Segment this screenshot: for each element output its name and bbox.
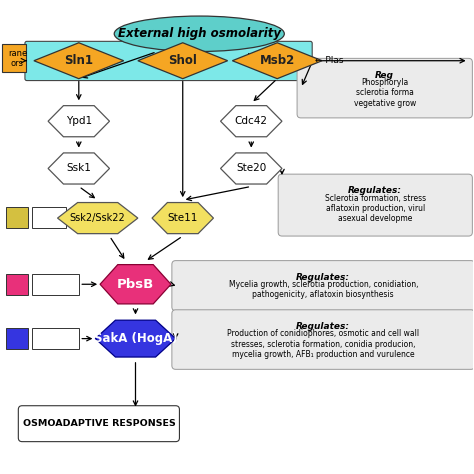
Text: Ssk1: Ssk1 <box>66 164 91 173</box>
Text: PbsB: PbsB <box>117 278 154 291</box>
FancyBboxPatch shape <box>25 41 312 81</box>
Text: Cdc42: Cdc42 <box>235 116 268 126</box>
Text: Production of conidiophores, osmotic and cell wall
stresses, sclerotia formation: Production of conidiophores, osmotic and… <box>227 329 419 359</box>
Text: Regulates:: Regulates: <box>296 322 350 331</box>
FancyBboxPatch shape <box>32 274 79 295</box>
Text: Regulates:: Regulates: <box>348 186 402 195</box>
Polygon shape <box>100 264 171 304</box>
FancyBboxPatch shape <box>32 328 79 349</box>
Polygon shape <box>220 106 282 137</box>
FancyBboxPatch shape <box>6 274 28 295</box>
Polygon shape <box>48 106 109 137</box>
Text: Ypd1: Ypd1 <box>66 116 92 126</box>
Polygon shape <box>57 202 138 234</box>
Text: External high osmolarity: External high osmolarity <box>118 27 281 40</box>
FancyBboxPatch shape <box>6 207 28 228</box>
FancyBboxPatch shape <box>18 406 180 442</box>
Polygon shape <box>138 43 228 79</box>
Text: Shol: Shol <box>168 54 197 67</box>
FancyBboxPatch shape <box>172 261 474 311</box>
FancyBboxPatch shape <box>32 207 66 228</box>
Text: SakA (HogA): SakA (HogA) <box>94 332 177 345</box>
Polygon shape <box>152 202 213 234</box>
Text: ← Plas: ← Plas <box>315 56 344 65</box>
FancyBboxPatch shape <box>2 44 26 72</box>
FancyBboxPatch shape <box>297 58 473 118</box>
Text: Sln1: Sln1 <box>64 54 93 67</box>
Text: Mycelia growth, sclerotia production, conidiation,
pathogenicity, aflatoxin bios: Mycelia growth, sclerotia production, co… <box>228 280 418 300</box>
Text: Sclerotia formation, stress
aflatoxin production, virul
asexual developme: Sclerotia formation, stress aflatoxin pr… <box>325 193 426 223</box>
Polygon shape <box>34 43 124 79</box>
Polygon shape <box>232 43 322 79</box>
Polygon shape <box>48 153 109 184</box>
FancyBboxPatch shape <box>172 310 474 369</box>
FancyBboxPatch shape <box>278 174 473 236</box>
Ellipse shape <box>114 16 284 52</box>
Text: Reg: Reg <box>375 71 394 80</box>
Text: Msb2: Msb2 <box>260 54 295 67</box>
Text: Ssk2/Ssk22: Ssk2/Ssk22 <box>70 213 126 223</box>
Text: Phosphoryla
sclerotia forma
vegetative grow: Phosphoryla sclerotia forma vegetative g… <box>354 78 416 108</box>
Polygon shape <box>95 320 176 357</box>
Text: OSMOADAPTIVE RESPONSES: OSMOADAPTIVE RESPONSES <box>22 419 175 428</box>
FancyBboxPatch shape <box>6 328 28 349</box>
Text: rane
ors: rane ors <box>8 49 27 68</box>
Text: Ste20: Ste20 <box>236 164 266 173</box>
Text: Ste11: Ste11 <box>167 213 198 223</box>
Text: Regulates:: Regulates: <box>296 273 350 282</box>
Polygon shape <box>220 153 282 184</box>
